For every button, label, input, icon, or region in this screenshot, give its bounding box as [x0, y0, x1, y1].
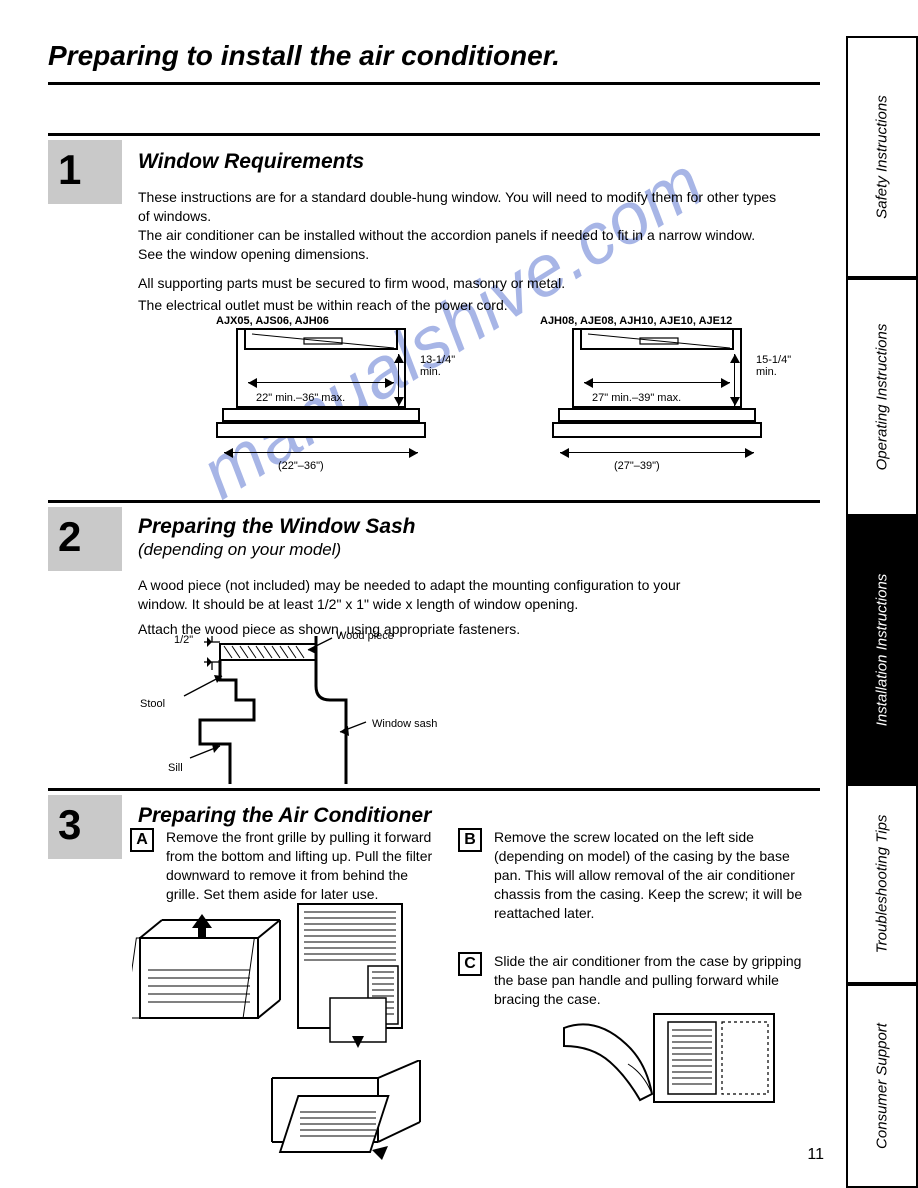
bullet-box: C — [458, 952, 482, 976]
illustration-slideout — [260, 1060, 440, 1168]
step-number: 3 — [58, 801, 81, 849]
model-label: AJX05, AJS06, AJH06 — [216, 314, 329, 329]
title-underline — [48, 82, 820, 85]
step-heading: Window Requirements — [138, 150, 364, 174]
label-window-sash: Window sash — [372, 718, 437, 730]
step-number: 1 — [58, 146, 81, 194]
paragraph: A wood piece (not included) may be neede… — [138, 576, 698, 614]
illustration-pull-chassis — [556, 1004, 786, 1134]
label-wood-piece: Wood piece — [336, 630, 394, 642]
tab-label: Safety Instructions — [874, 95, 891, 218]
illustration-filter — [290, 898, 420, 1053]
bullet-box: A — [130, 828, 154, 852]
bullet-text: Slide the air conditioner from the case … — [494, 952, 814, 1009]
paragraph: The air conditioner can be installed wit… — [138, 226, 778, 264]
step-subheading: (depending on your model) — [138, 540, 341, 560]
page-number: 11 — [807, 1146, 824, 1164]
label-sill: Sill — [168, 762, 183, 774]
dim-halfinch: 1/2" — [174, 634, 193, 646]
dim-height: 15-1/4" min. — [756, 354, 802, 378]
dim-width: 22" min.–36" max. — [256, 392, 345, 404]
bullet-text: Remove the front grille by pulling it fo… — [166, 828, 436, 904]
step-heading: Preparing the Air Conditioner — [138, 804, 431, 828]
tab-label: Operating Instructions — [874, 324, 891, 471]
section-rule — [48, 500, 820, 503]
section-rule — [48, 788, 820, 791]
model-label: AJH08, AJE08, AJH10, AJE10, AJE12 — [540, 314, 790, 329]
dim-width: 27" min.–39" max. — [592, 392, 681, 404]
dim-open-width: (27"–39") — [614, 460, 660, 472]
step-number: 2 — [58, 513, 81, 561]
tab-troubleshooting[interactable]: Troubleshooting Tips — [846, 784, 918, 984]
label-stool: Stool — [140, 698, 165, 710]
side-tabs: Safety Instructions Operating Instructio… — [846, 18, 918, 1170]
paragraph: The electrical outlet must be within rea… — [138, 296, 818, 315]
step-heading: Preparing the Window Sash — [138, 515, 416, 539]
tab-safety[interactable]: Safety Instructions — [846, 36, 918, 278]
tab-label: Consumer Support — [874, 1023, 891, 1149]
sash-cross-section — [160, 636, 390, 786]
dim-height: 13-1/4" min. — [420, 354, 466, 378]
paragraph: All supporting parts must be secured to … — [138, 274, 818, 293]
dim-open-width: (22"–36") — [278, 460, 324, 472]
tab-support[interactable]: Consumer Support — [846, 984, 918, 1188]
bullet-box: B — [458, 828, 482, 852]
paragraph: These instructions are for a standard do… — [138, 188, 778, 226]
bullet-text: Remove the screw located on the left sid… — [494, 828, 814, 922]
illustration-grille — [132, 912, 282, 1032]
tab-installation[interactable]: Installation Instructions — [846, 516, 918, 784]
section-rule — [48, 133, 820, 136]
tab-operating[interactable]: Operating Instructions — [846, 278, 918, 516]
tab-label: Troubleshooting Tips — [874, 815, 891, 954]
tab-label: Installation Instructions — [874, 574, 891, 727]
page-title: Preparing to install the air conditioner… — [48, 40, 560, 72]
